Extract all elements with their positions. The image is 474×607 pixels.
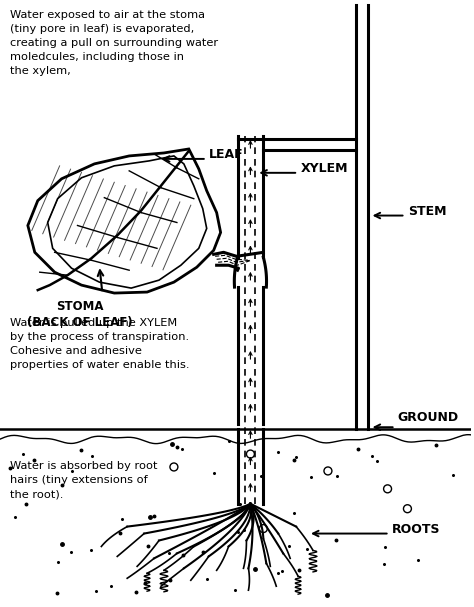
- Text: GROUND: GROUND: [398, 411, 459, 424]
- Text: XYLEM: XYLEM: [301, 162, 348, 175]
- Polygon shape: [28, 149, 220, 293]
- Text: ROOTS: ROOTS: [392, 523, 440, 536]
- Text: Water is pulled up the XYLEM
by the process of transpiration.
Cohesive and adhes: Water is pulled up the XYLEM by the proc…: [10, 318, 190, 370]
- Text: STOMA
(BACK OF LEAF): STOMA (BACK OF LEAF): [27, 300, 132, 329]
- Text: STEM: STEM: [409, 205, 447, 218]
- Text: Water is absorbed by root
hairs (tiny extensions of
the root).: Water is absorbed by root hairs (tiny ex…: [10, 461, 157, 499]
- Text: LEAF: LEAF: [209, 149, 243, 161]
- Text: Water exposed to air at the stoma
(tiny pore in leaf) is evaporated,
creating a : Water exposed to air at the stoma (tiny …: [10, 10, 218, 76]
